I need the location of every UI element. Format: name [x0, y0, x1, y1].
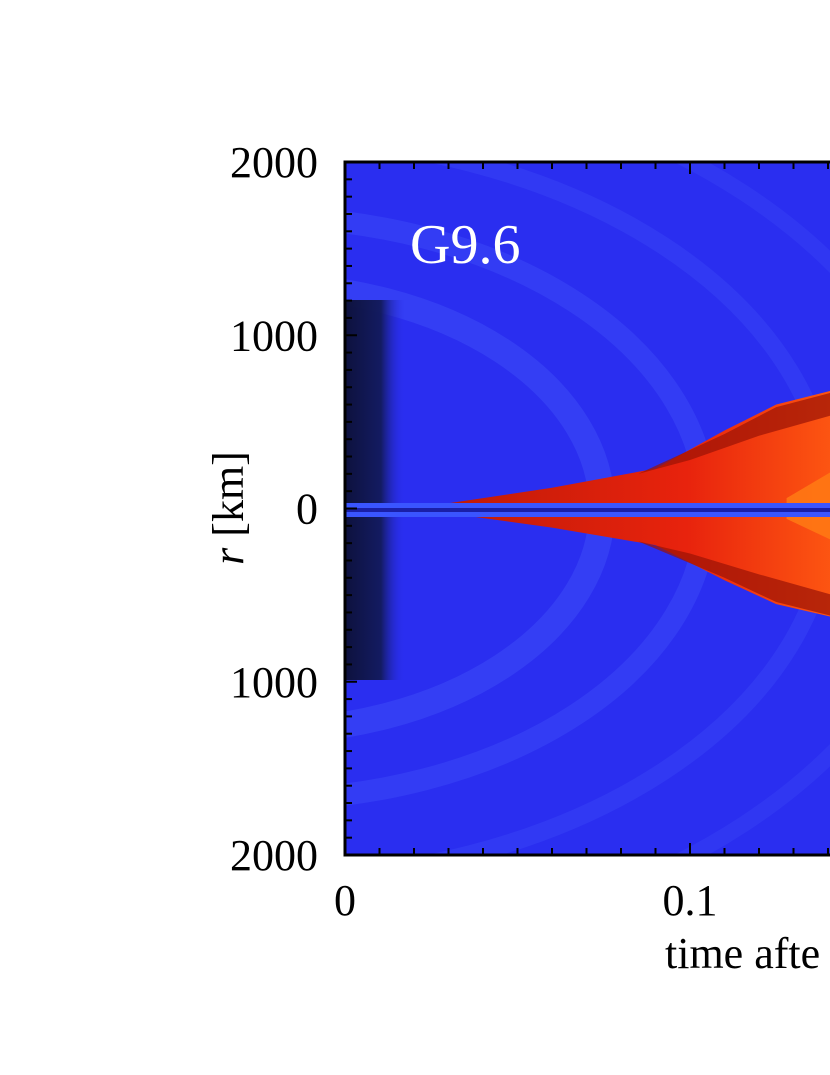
y-axis-label: r [km]: [204, 451, 253, 565]
plot-area: [345, 162, 830, 855]
y-tick-labels: 2000 1000 0 1000 2000: [230, 138, 318, 880]
model-label: G9.6: [410, 214, 520, 276]
y-tick-label: 0: [296, 485, 318, 534]
shock-rim-lower: [638, 541, 830, 616]
y-axis-label-rest: [km]: [204, 451, 253, 548]
x-tick-label: 0: [334, 876, 356, 925]
shock-rim-upper: [638, 392, 830, 474]
center-axis-line: [345, 508, 830, 512]
y-tick-label: 1000: [230, 658, 318, 707]
axis-ticks: [344, 161, 829, 856]
y-tick-label: 1000: [230, 311, 318, 360]
dark-core-region: [345, 300, 405, 680]
y-tick-label: 2000: [230, 831, 318, 880]
y-axis-label-italic: r: [204, 547, 253, 565]
x-tick-labels: 0 0.1: [334, 876, 718, 925]
y-tick-label: 2000: [230, 138, 318, 187]
x-axis-label: time afte: [665, 929, 820, 978]
x-tick-label: 0.1: [663, 876, 718, 925]
